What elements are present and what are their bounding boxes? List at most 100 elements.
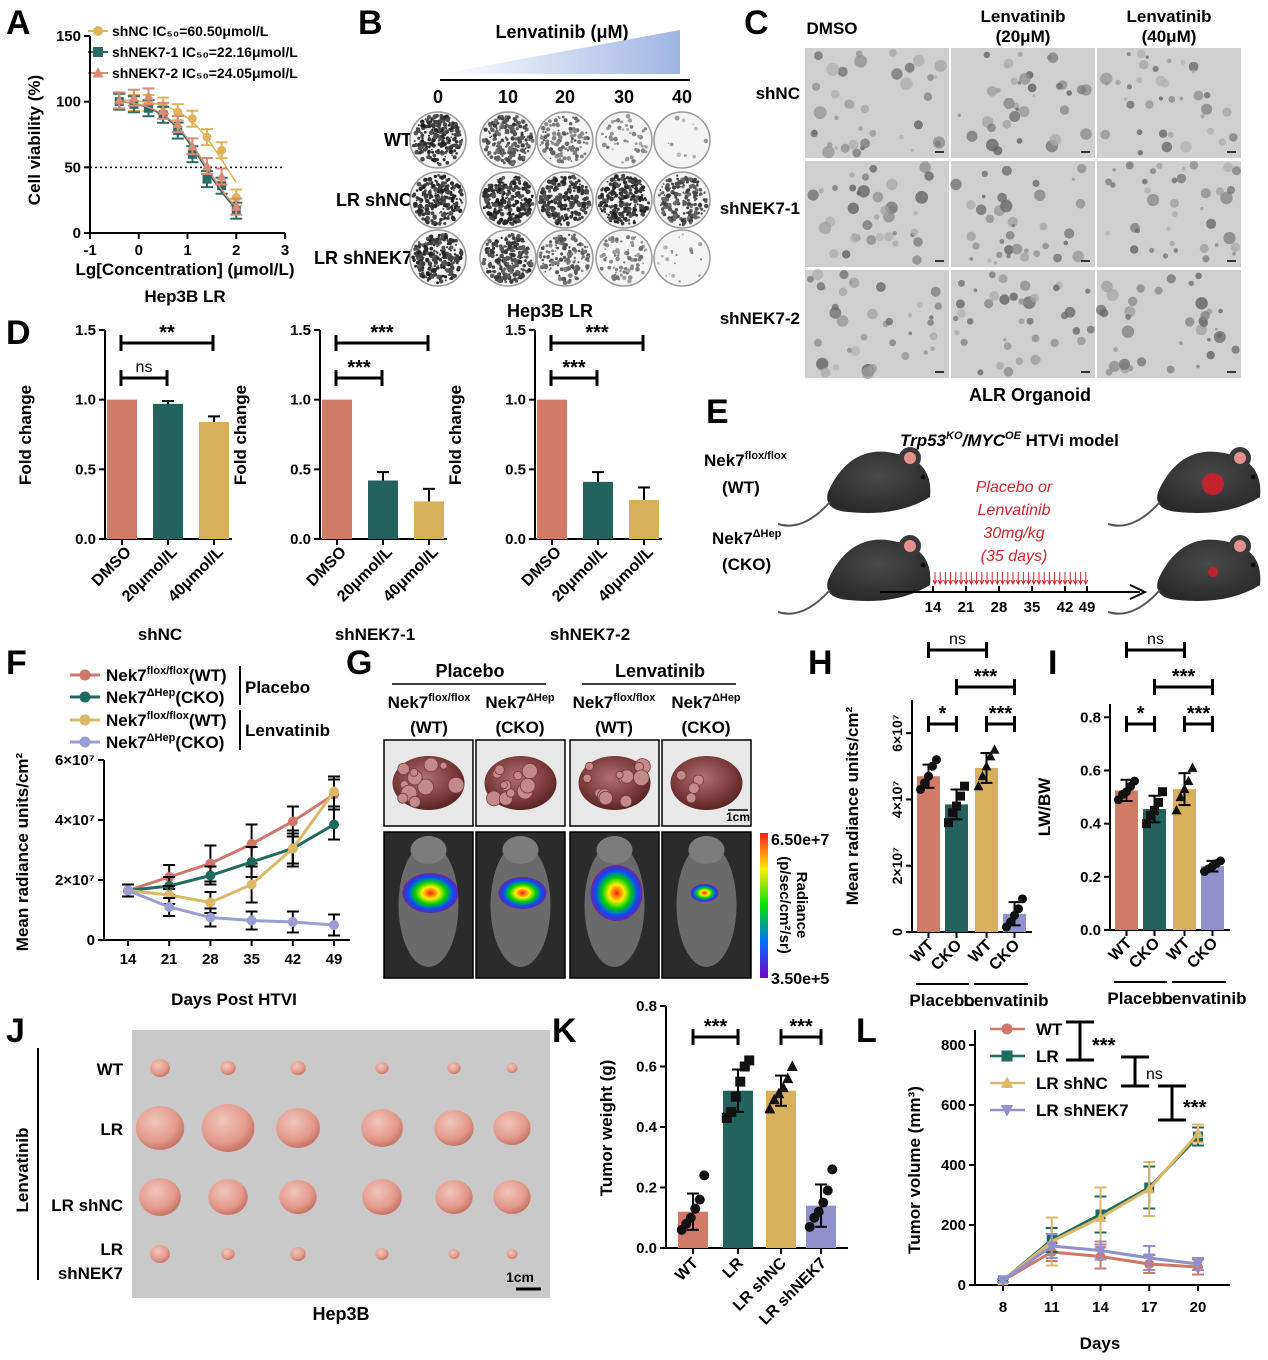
individual-point [985, 750, 996, 761]
colony [540, 190, 544, 195]
panel-letter-e: E [706, 393, 729, 431]
colony [580, 191, 584, 196]
colony [629, 131, 632, 135]
x-tick-label: 17 [1141, 1299, 1158, 1316]
organoid-cells [807, 269, 942, 379]
panel-letter-a: A [6, 4, 31, 42]
organoid [855, 50, 863, 58]
organoid-cells [957, 51, 1092, 156]
organoid [880, 205, 890, 216]
individual-point [920, 778, 929, 788]
colony [542, 139, 546, 142]
colony [558, 154, 562, 158]
organoid [861, 366, 874, 379]
colony [549, 157, 552, 160]
colony [642, 262, 644, 265]
colony [638, 199, 642, 203]
individual-point [932, 755, 941, 765]
colony [555, 195, 559, 200]
organoid-image [805, 161, 949, 267]
series-line [127, 790, 336, 905]
individual-point [813, 1206, 824, 1217]
colony [615, 237, 619, 241]
colony [609, 131, 614, 136]
colony [564, 214, 568, 217]
colony [560, 159, 564, 164]
x-tick-label: 8 [999, 1299, 1007, 1316]
colony [411, 255, 415, 260]
colony [542, 131, 545, 133]
colony [416, 181, 422, 187]
colony [509, 256, 513, 259]
organoid [816, 357, 829, 370]
tumor-nodule [417, 778, 434, 796]
colony [488, 198, 491, 201]
colony [580, 258, 583, 260]
mouse-head [410, 836, 447, 864]
colony-spots [657, 233, 703, 283]
tumor-nodule [519, 777, 536, 794]
colony [556, 246, 559, 250]
colony [562, 195, 566, 198]
liver [670, 756, 743, 810]
data-point-shNEK7-2 [128, 92, 139, 102]
organoid [1126, 52, 1131, 57]
colony [610, 191, 613, 195]
colony [432, 221, 437, 226]
colony [559, 185, 562, 187]
colony [562, 280, 568, 285]
colony [428, 239, 432, 243]
i-plot-sig-wt-label: ns [1147, 631, 1164, 648]
colony [530, 262, 534, 266]
colony [505, 137, 509, 141]
colony [689, 249, 694, 253]
colony [499, 152, 503, 156]
colony [523, 256, 526, 258]
colony [420, 256, 425, 261]
organoid [1169, 198, 1179, 208]
organoid [858, 126, 863, 131]
colony [587, 202, 592, 207]
colony [567, 209, 570, 212]
colony [588, 256, 591, 258]
liver-tissue [392, 756, 465, 810]
colony [424, 204, 429, 209]
colony [641, 185, 646, 190]
colony [695, 191, 698, 194]
colony [491, 190, 495, 194]
colony [632, 208, 636, 212]
colony [521, 194, 525, 198]
colony [636, 203, 639, 206]
colony [565, 195, 569, 198]
colony [686, 201, 692, 207]
bar-DMSO [537, 399, 567, 539]
colony [511, 262, 514, 265]
colony [550, 208, 555, 213]
colony [574, 180, 579, 185]
colony [439, 241, 442, 245]
colony [643, 127, 648, 131]
data-point [1046, 1241, 1058, 1252]
colony [577, 249, 581, 253]
tumor-nodule [397, 762, 410, 776]
legend-marker [79, 691, 91, 703]
legend-label: Nek7flox/flox(WT) [106, 710, 227, 730]
colony [418, 151, 422, 155]
organoid [1015, 357, 1024, 366]
organoid-cells [807, 161, 934, 265]
organoid [867, 308, 878, 320]
organoid [1018, 318, 1025, 325]
tumor-nodule [494, 764, 505, 776]
colony [436, 202, 440, 206]
panel-j-caption: Hep3B [312, 1304, 369, 1324]
legend-genotype: (WT) [189, 711, 227, 730]
data-point-shNEK7-2 [202, 160, 212, 171]
y-tick-label: 0.0 [505, 531, 526, 548]
colony [568, 145, 573, 150]
colony [440, 137, 443, 140]
colony [551, 249, 555, 253]
organoid [950, 178, 962, 191]
organoid [1154, 286, 1163, 295]
organoid [830, 89, 840, 99]
